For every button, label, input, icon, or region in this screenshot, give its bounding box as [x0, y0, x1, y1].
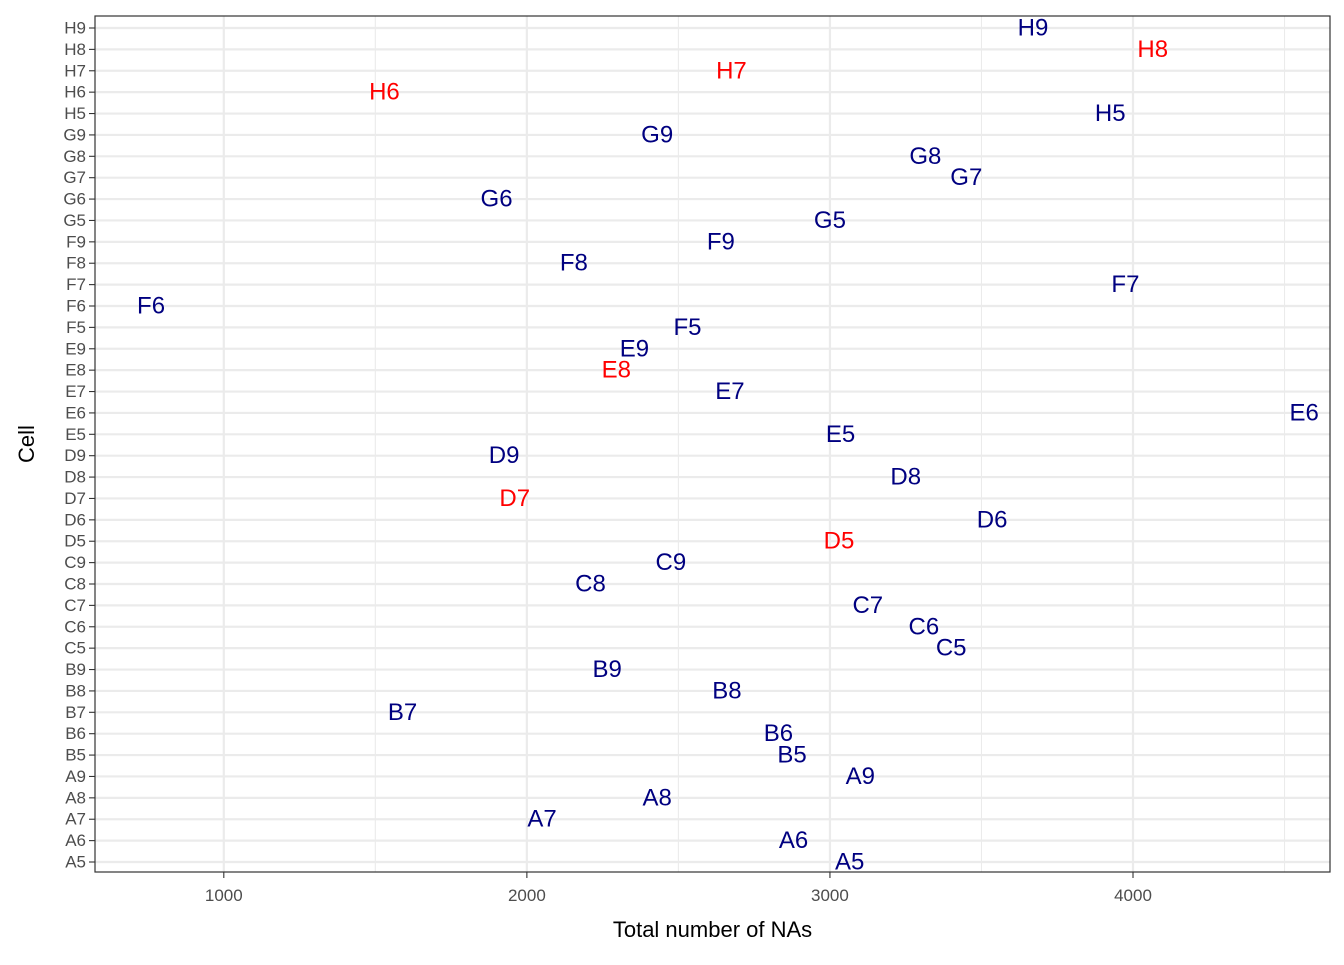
y-tick-label: F6 — [66, 297, 86, 316]
data-label: C9 — [655, 549, 686, 576]
data-label: D6 — [977, 506, 1008, 533]
data-label: H8 — [1137, 36, 1168, 63]
y-tick-label: C8 — [64, 575, 86, 594]
data-label: D9 — [489, 442, 520, 469]
y-tick-label: D8 — [64, 468, 86, 487]
y-tick-label: C6 — [64, 617, 86, 636]
y-tick-label: E7 — [65, 382, 86, 401]
data-label: C6 — [909, 613, 940, 640]
y-tick-label: G7 — [63, 168, 86, 187]
y-tick-label: F8 — [66, 254, 86, 273]
y-tick-label: B7 — [65, 703, 86, 722]
y-tick-label: D6 — [64, 510, 86, 529]
y-tick-label: G5 — [63, 211, 86, 230]
y-tick-label: B6 — [65, 724, 86, 743]
y-tick-label: B9 — [65, 660, 86, 679]
y-tick-label: C5 — [64, 639, 86, 658]
data-label: G9 — [641, 121, 673, 148]
data-label: F8 — [560, 250, 588, 277]
data-label: E8 — [602, 357, 631, 384]
data-label: E6 — [1290, 399, 1319, 426]
y-tick-label: A8 — [65, 788, 86, 807]
data-label: D5 — [824, 528, 855, 555]
data-label: D7 — [499, 485, 530, 512]
y-tick-label: B8 — [65, 681, 86, 700]
y-tick-label: D5 — [64, 532, 86, 551]
data-label: G8 — [909, 143, 941, 170]
x-tick-label: 4000 — [1114, 886, 1152, 905]
data-label: D8 — [890, 464, 921, 491]
panel-border — [94, 15, 1331, 873]
data-label: B6 — [764, 720, 793, 747]
y-tick-label: H7 — [64, 61, 86, 80]
data-label: E7 — [715, 378, 744, 405]
y-tick-label: A7 — [65, 810, 86, 829]
x-axis-title: Total number of NAs — [613, 917, 812, 942]
y-tick-label: E8 — [65, 361, 86, 380]
y-tick-label: E9 — [65, 339, 86, 358]
y-tick-label: F7 — [66, 275, 86, 294]
y-axis-title: Cell — [14, 425, 39, 463]
y-tick-label: H9 — [64, 19, 86, 38]
x-tick-label: 2000 — [508, 886, 546, 905]
y-tick-label: A6 — [65, 831, 86, 850]
y-tick-label: G6 — [63, 190, 86, 209]
data-label: E9 — [620, 335, 649, 362]
y-tick-label: A5 — [65, 853, 86, 872]
data-label: A6 — [779, 827, 808, 854]
y-tick-label: G8 — [63, 147, 86, 166]
y-tick-label: H8 — [64, 40, 86, 59]
y-axis: A5 A6 A7 A8 A9 B5 B6 B7 B8 B9 C5 C6 C7 C8 C9 D5 D6 D7 D8 D9… — [63, 19, 95, 872]
y-tick-label: E5 — [65, 425, 86, 444]
data-label: A8 — [643, 784, 672, 811]
data-label: A9 — [846, 763, 875, 790]
data-label: C8 — [575, 571, 606, 598]
data-label: H5 — [1095, 100, 1126, 127]
y-tick-label: H6 — [64, 83, 86, 102]
data-label: F7 — [1111, 271, 1139, 298]
data-label: A5 — [835, 849, 864, 876]
data-label: A7 — [527, 806, 556, 833]
y-tick-label: A9 — [65, 767, 86, 786]
data-label: G7 — [950, 164, 982, 191]
data-label: G6 — [481, 186, 513, 213]
x-axis: 1000 2000 3000 4000 — [205, 872, 1152, 905]
y-tick-label: B5 — [65, 746, 86, 765]
data-label: E5 — [826, 421, 855, 448]
x-tick-label: 1000 — [205, 886, 243, 905]
data-label: B9 — [593, 656, 622, 683]
y-tick-label: D9 — [64, 446, 86, 465]
y-tick-label: G9 — [63, 125, 86, 144]
y-tick-label: F9 — [66, 232, 86, 251]
data-label: C5 — [936, 635, 967, 662]
y-tick-label: E6 — [65, 403, 86, 422]
data-label: F9 — [707, 228, 735, 255]
data-label: H9 — [1018, 15, 1049, 42]
data-label: B8 — [712, 677, 741, 704]
y-tick-label: D7 — [64, 489, 86, 508]
data-label: H6 — [369, 79, 400, 106]
data-label: C7 — [852, 592, 883, 619]
y-tick-label: H5 — [64, 104, 86, 123]
y-tick-label: F5 — [66, 318, 86, 337]
x-tick-label: 3000 — [811, 886, 849, 905]
data-label: B5 — [777, 742, 806, 769]
data-label: B7 — [388, 699, 417, 726]
y-tick-label: C9 — [64, 553, 86, 572]
data-label: H7 — [716, 57, 747, 84]
y-tick-label: C7 — [64, 596, 86, 615]
data-label: G5 — [814, 207, 846, 234]
data-label: F6 — [137, 293, 165, 320]
data-label: F5 — [673, 314, 701, 341]
grid — [95, 16, 1330, 872]
